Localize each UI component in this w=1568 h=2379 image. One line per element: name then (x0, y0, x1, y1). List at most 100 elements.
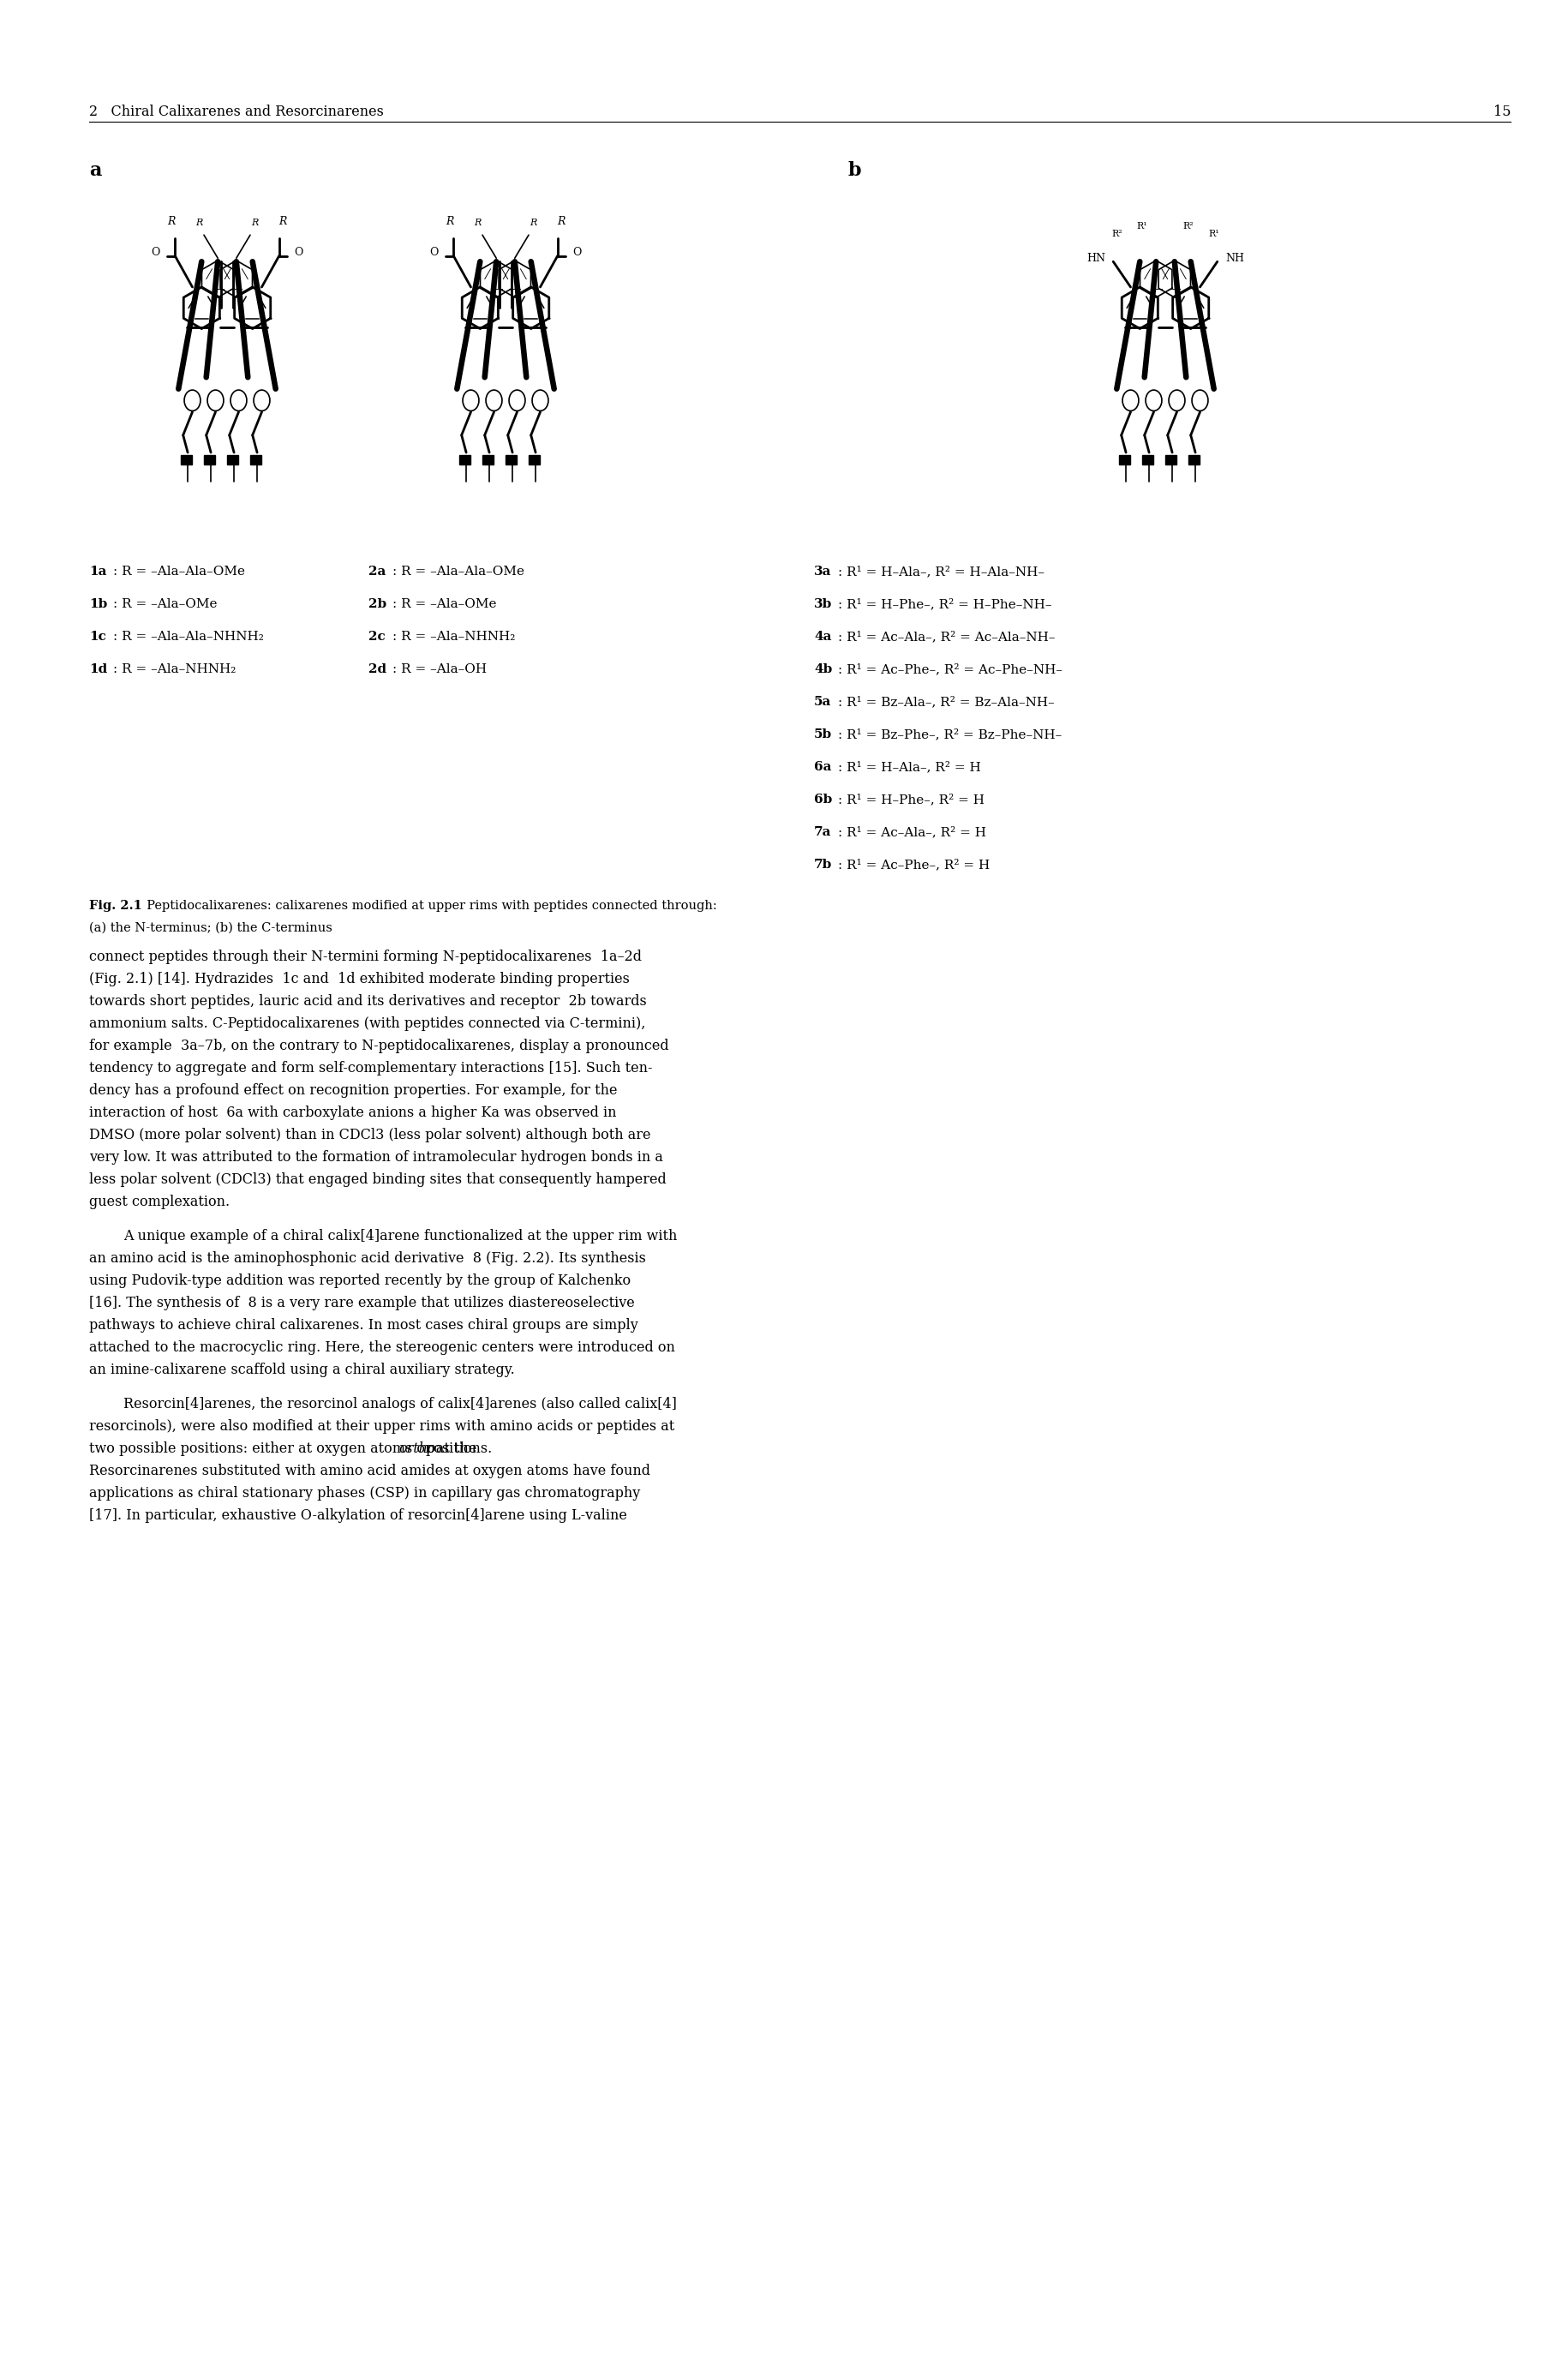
Text: 5a: 5a (814, 697, 831, 709)
Text: HN: HN (1085, 252, 1104, 264)
Text: R: R (474, 219, 481, 226)
FancyBboxPatch shape (227, 454, 238, 464)
Text: 2a: 2a (368, 566, 386, 578)
Text: Resorcin[4]arenes, the resorcinol analogs of calix[4]arenes (also called calix[4: Resorcin[4]arenes, the resorcinol analog… (124, 1396, 677, 1411)
Text: R: R (530, 219, 536, 226)
Text: 1a: 1a (89, 566, 107, 578)
Text: resorcinols), were also modified at their upper rims with amino acids or peptide: resorcinols), were also modified at thei… (89, 1420, 674, 1435)
Text: R: R (445, 216, 453, 226)
Text: (a) the N-terminus; (b) the C-terminus: (a) the N-terminus; (b) the C-terminus (89, 923, 332, 935)
Text: tendency to aggregate and form self-complementary interactions [15]. Such ten-: tendency to aggregate and form self-comp… (89, 1061, 652, 1075)
Text: Fig. 2.1: Fig. 2.1 (89, 899, 143, 911)
Text: : R = –Ala–Ala–OMe: : R = –Ala–Ala–OMe (113, 566, 245, 578)
Text: 5b: 5b (814, 728, 831, 740)
Text: a: a (89, 162, 102, 181)
FancyBboxPatch shape (1165, 454, 1176, 464)
Text: : R = –Ala–Ala–NHNH₂: : R = –Ala–Ala–NHNH₂ (113, 630, 263, 642)
Text: attached to the macrocyclic ring. Here, the stereogenic centers were introduced : attached to the macrocyclic ring. Here, … (89, 1339, 674, 1356)
Text: 2c: 2c (368, 630, 386, 642)
Text: : R¹ = H–Phe–, R² = H: : R¹ = H–Phe–, R² = H (837, 795, 985, 806)
Text: positions.: positions. (425, 1442, 492, 1456)
FancyBboxPatch shape (505, 454, 517, 464)
Text: (Fig. 2.1) [14]. Hydrazides  1c and  1d exhibited moderate binding properties: (Fig. 2.1) [14]. Hydrazides 1c and 1d ex… (89, 973, 630, 987)
FancyBboxPatch shape (1118, 454, 1131, 464)
FancyBboxPatch shape (528, 454, 539, 464)
Text: 6a: 6a (814, 761, 831, 773)
Text: : R = –Ala–NHNH₂: : R = –Ala–NHNH₂ (113, 664, 237, 676)
Text: 3b: 3b (814, 597, 831, 609)
Text: : R¹ = Ac–Ala–, R² = H: : R¹ = Ac–Ala–, R² = H (837, 826, 986, 837)
Text: R¹: R¹ (1137, 221, 1146, 231)
Text: : R¹ = H–Phe–, R² = H–Phe–NH–: : R¹ = H–Phe–, R² = H–Phe–NH– (837, 597, 1051, 609)
Text: A unique example of a chiral calix[4]arene functionalized at the upper rim with: A unique example of a chiral calix[4]are… (124, 1230, 677, 1244)
Text: : R = –Ala–OMe: : R = –Ala–OMe (113, 597, 218, 609)
FancyBboxPatch shape (1142, 454, 1152, 464)
Text: : R = –Ala–OH: : R = –Ala–OH (392, 664, 486, 676)
Text: : R¹ = Ac–Phe–, R² = Ac–Phe–NH–: : R¹ = Ac–Phe–, R² = Ac–Phe–NH– (837, 664, 1062, 676)
Text: R²: R² (1182, 221, 1193, 231)
Text: O: O (572, 247, 582, 257)
Text: ammonium salts. C-Peptidocalixarenes (with peptides connected via C-termini),: ammonium salts. C-Peptidocalixarenes (wi… (89, 1016, 646, 1030)
Text: Peptidocalixarenes: calixarenes modified at upper rims with peptides connected t: Peptidocalixarenes: calixarenes modified… (140, 899, 717, 911)
Text: two possible positions: either at oxygen atoms or at the: two possible positions: either at oxygen… (89, 1442, 481, 1456)
Text: 6b: 6b (814, 795, 831, 806)
Text: 2b: 2b (368, 597, 386, 609)
Text: an imine-calixarene scaffold using a chiral auxiliary strategy.: an imine-calixarene scaffold using a chi… (89, 1363, 514, 1377)
Text: interaction of host  6a with carboxylate anions a higher Ka was observed in: interaction of host 6a with carboxylate … (89, 1106, 616, 1121)
Text: less polar solvent (CDCl3) that engaged binding sites that consequently hampered: less polar solvent (CDCl3) that engaged … (89, 1173, 666, 1187)
FancyBboxPatch shape (204, 454, 215, 464)
FancyBboxPatch shape (1189, 454, 1200, 464)
FancyBboxPatch shape (481, 454, 494, 464)
Text: 1b: 1b (89, 597, 108, 609)
Text: 1c: 1c (89, 630, 107, 642)
Text: guest complexation.: guest complexation. (89, 1194, 230, 1209)
Text: O: O (430, 247, 437, 257)
Text: : R¹ = Bz–Phe–, R² = Bz–Phe–NH–: : R¹ = Bz–Phe–, R² = Bz–Phe–NH– (837, 728, 1062, 740)
Text: R: R (557, 216, 564, 226)
Text: : R¹ = Ac–Phe–, R² = H: : R¹ = Ac–Phe–, R² = H (837, 859, 989, 871)
Text: pathways to achieve chiral calixarenes. In most cases chiral groups are simply: pathways to achieve chiral calixarenes. … (89, 1318, 638, 1332)
Text: [17]. In particular, exhaustive O-alkylation of resorcin[4]arene using L-valine: [17]. In particular, exhaustive O-alkyla… (89, 1508, 627, 1523)
Text: applications as chiral stationary phases (CSP) in capillary gas chromatography: applications as chiral stationary phases… (89, 1487, 640, 1501)
Text: : R¹ = H–Ala–, R² = H–Ala–NH–: : R¹ = H–Ala–, R² = H–Ala–NH– (837, 566, 1044, 578)
Text: 4a: 4a (814, 630, 831, 642)
Text: dency has a profound effect on recognition properties. For example, for the: dency has a profound effect on recogniti… (89, 1082, 618, 1097)
FancyBboxPatch shape (459, 454, 470, 464)
Text: an amino acid is the aminophosphonic acid derivative  8 (Fig. 2.2). Its synthesi: an amino acid is the aminophosphonic aci… (89, 1251, 646, 1266)
Text: : R = –Ala–Ala–OMe: : R = –Ala–Ala–OMe (392, 566, 524, 578)
Text: 3a: 3a (814, 566, 831, 578)
Text: 7a: 7a (814, 826, 831, 837)
Text: b: b (848, 162, 861, 181)
Text: 15: 15 (1493, 105, 1510, 119)
FancyBboxPatch shape (180, 454, 193, 464)
Text: R: R (279, 216, 287, 226)
Text: NH: NH (1225, 252, 1243, 264)
Text: 7b: 7b (814, 859, 831, 871)
Text: for example  3a–7b, on the contrary to N-peptidocalixarenes, display a pronounce: for example 3a–7b, on the contrary to N-… (89, 1040, 670, 1054)
Text: 1d: 1d (89, 664, 108, 676)
Text: : R = –Ala–NHNH₂: : R = –Ala–NHNH₂ (392, 630, 514, 642)
Text: : R¹ = H–Ala–, R² = H: : R¹ = H–Ala–, R² = H (837, 761, 980, 773)
Text: : R = –Ala–OMe: : R = –Ala–OMe (392, 597, 495, 609)
Text: using Pudovik-type addition was reported recently by the group of Kalchenko: using Pudovik-type addition was reported… (89, 1273, 630, 1287)
Text: R¹: R¹ (1207, 231, 1218, 238)
FancyBboxPatch shape (249, 454, 262, 464)
Text: [16]. The synthesis of  8 is a very rare example that utilizes diastereoselectiv: [16]. The synthesis of 8 is a very rare … (89, 1297, 635, 1311)
Text: Resorcinarenes substituted with amino acid amides at oxygen atoms have found: Resorcinarenes substituted with amino ac… (89, 1463, 651, 1477)
Text: R: R (251, 219, 259, 226)
Text: towards short peptides, lauric acid and its derivatives and receptor  2b towards: towards short peptides, lauric acid and … (89, 994, 646, 1009)
Text: ortho: ortho (398, 1442, 436, 1456)
Text: very low. It was attributed to the formation of intramolecular hydrogen bonds in: very low. It was attributed to the forma… (89, 1149, 663, 1166)
Text: O: O (293, 247, 303, 257)
Text: R: R (196, 219, 202, 226)
Text: 2   Chiral Calixarenes and Resorcinarenes: 2 Chiral Calixarenes and Resorcinarenes (89, 105, 384, 119)
Text: connect peptides through their N-termini forming N-peptidocalixarenes  1a–2d: connect peptides through their N-termini… (89, 949, 641, 963)
Text: 2d: 2d (368, 664, 386, 676)
Text: 4b: 4b (814, 664, 831, 676)
Text: : R¹ = Bz–Ala–, R² = Bz–Ala–NH–: : R¹ = Bz–Ala–, R² = Bz–Ala–NH– (837, 697, 1054, 709)
Text: DMSO (more polar solvent) than in CDCl3 (less polar solvent) although both are: DMSO (more polar solvent) than in CDCl3 … (89, 1128, 651, 1142)
Text: R: R (168, 216, 176, 226)
Text: R²: R² (1110, 231, 1121, 238)
Text: O: O (151, 247, 160, 257)
Text: : R¹ = Ac–Ala–, R² = Ac–Ala–NH–: : R¹ = Ac–Ala–, R² = Ac–Ala–NH– (837, 630, 1055, 642)
